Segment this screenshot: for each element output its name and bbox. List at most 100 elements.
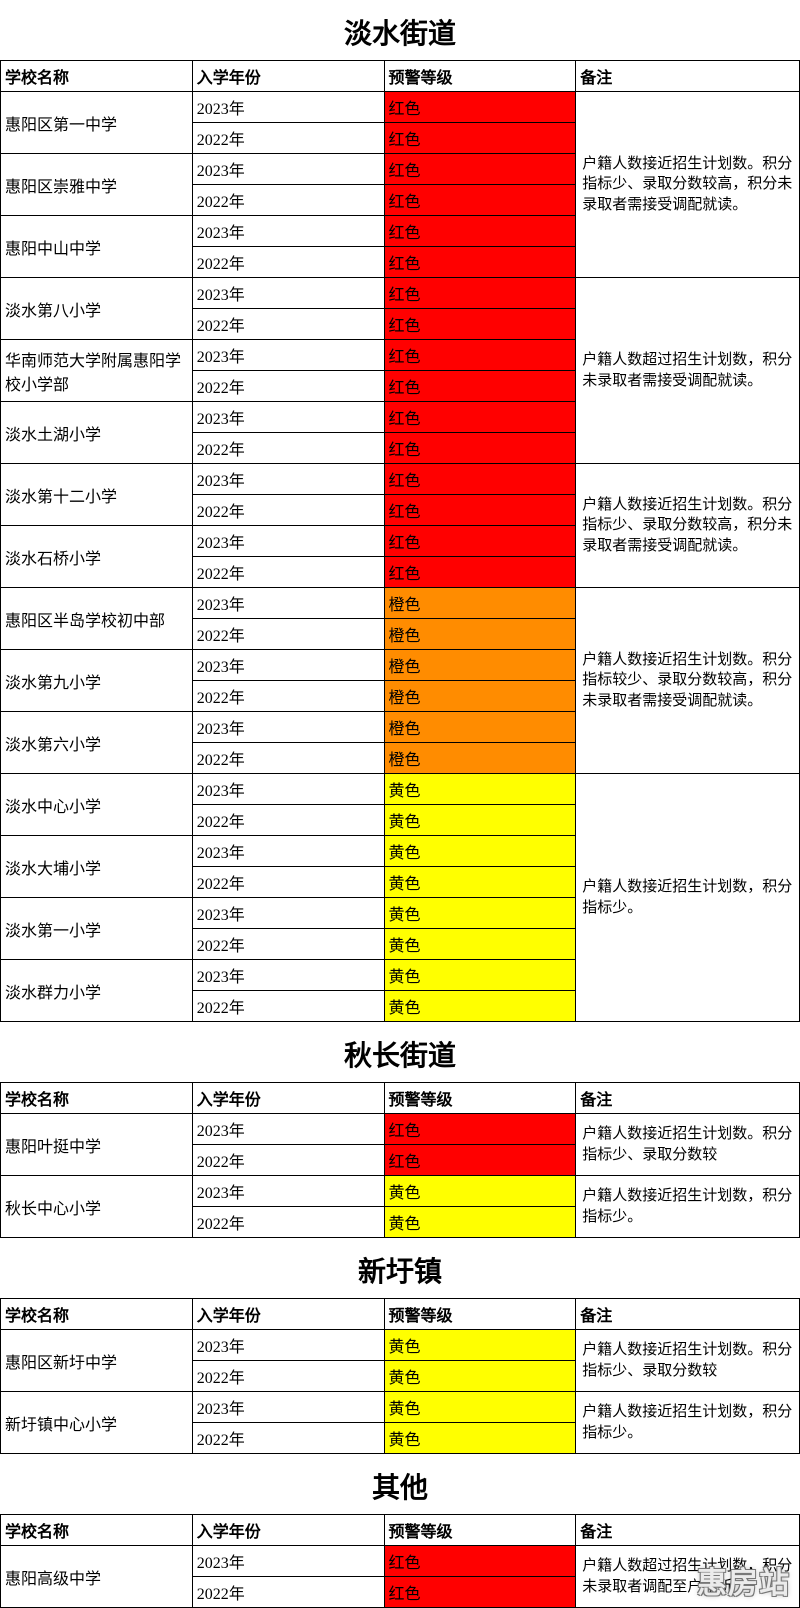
- cell-level: 黄色: [384, 1392, 576, 1423]
- cell-year: 2022年: [192, 681, 384, 712]
- cell-year: 2023年: [192, 1330, 384, 1361]
- cell-note: 户籍人数超过招生计划数，积分未录取者需接受调配就读。: [576, 278, 800, 464]
- cell-level: 红色: [384, 154, 576, 185]
- cell-school: 华南师范大学附属惠阳学校小学部: [1, 340, 193, 402]
- cell-year: 2022年: [192, 619, 384, 650]
- cell-level: 红色: [384, 1577, 576, 1608]
- cell-school: 惠阳高级中学: [1, 1546, 193, 1608]
- cell-year: 2022年: [192, 371, 384, 402]
- section-title: 新圩镇: [0, 1238, 800, 1298]
- cell-year: 2022年: [192, 743, 384, 774]
- cell-school: 惠阳区崇雅中学: [1, 154, 193, 216]
- cell-level: 红色: [384, 1546, 576, 1577]
- col-level: 预警等级: [384, 61, 576, 92]
- table-row: 惠阳高级中学2023年红色户籍人数超过招生计划数，积分未录取者调配至户籍所: [1, 1546, 800, 1577]
- col-note: 备注: [576, 1299, 800, 1330]
- cell-level: 红色: [384, 340, 576, 371]
- table-row: 惠阳叶挺中学2023年红色户籍人数接近招生计划数。积分指标少、录取分数较: [1, 1114, 800, 1145]
- cell-level: 黄色: [384, 991, 576, 1022]
- cell-year: 2023年: [192, 898, 384, 929]
- cell-year: 2022年: [192, 433, 384, 464]
- col-level: 预警等级: [384, 1515, 576, 1546]
- cell-year: 2022年: [192, 247, 384, 278]
- cell-level: 黄色: [384, 960, 576, 991]
- cell-level: 黄色: [384, 1330, 576, 1361]
- data-table: 学校名称入学年份预警等级备注惠阳高级中学2023年红色户籍人数超过招生计划数，积…: [0, 1514, 800, 1608]
- cell-school: 淡水土湖小学: [1, 402, 193, 464]
- cell-school: 惠阳区第一中学: [1, 92, 193, 154]
- cell-level: 橙色: [384, 712, 576, 743]
- cell-year: 2022年: [192, 1361, 384, 1392]
- document-root: 淡水街道学校名称入学年份预警等级备注惠阳区第一中学2023年红色户籍人数接近招生…: [0, 0, 800, 1608]
- cell-level: 红色: [384, 216, 576, 247]
- cell-note: 户籍人数接近招生计划数。积分指标少、录取分数较: [576, 1330, 800, 1392]
- cell-level: 黄色: [384, 898, 576, 929]
- cell-level: 红色: [384, 185, 576, 216]
- cell-school: 淡水中心小学: [1, 774, 193, 836]
- cell-level: 红色: [384, 402, 576, 433]
- data-table: 学校名称入学年份预警等级备注惠阳叶挺中学2023年红色户籍人数接近招生计划数。积…: [0, 1082, 800, 1238]
- table-row: 淡水第十二小学2023年红色户籍人数接近招生计划数。积分指标少、录取分数较高，积…: [1, 464, 800, 495]
- cell-year: 2022年: [192, 805, 384, 836]
- cell-year: 2023年: [192, 92, 384, 123]
- header-row: 学校名称入学年份预警等级备注: [1, 1299, 800, 1330]
- cell-note: 户籍人数接近招生计划数，积分指标少。: [576, 1392, 800, 1454]
- cell-year: 2023年: [192, 154, 384, 185]
- cell-level: 橙色: [384, 588, 576, 619]
- cell-level: 黄色: [384, 774, 576, 805]
- cell-year: 2022年: [192, 991, 384, 1022]
- col-year: 入学年份: [192, 1299, 384, 1330]
- cell-school: 淡水第一小学: [1, 898, 193, 960]
- cell-note: 户籍人数接近招生计划数。积分指标少、录取分数较高，积分未录取者需接受调配就读。: [576, 92, 800, 278]
- section-title: 淡水街道: [0, 0, 800, 60]
- cell-year: 2023年: [192, 774, 384, 805]
- cell-school: 淡水石桥小学: [1, 526, 193, 588]
- cell-level: 黄色: [384, 929, 576, 960]
- cell-year: 2023年: [192, 216, 384, 247]
- cell-year: 2022年: [192, 1207, 384, 1238]
- cell-year: 2023年: [192, 712, 384, 743]
- col-note: 备注: [576, 1083, 800, 1114]
- cell-level: 红色: [384, 526, 576, 557]
- cell-school: 惠阳叶挺中学: [1, 1114, 193, 1176]
- cell-note: 户籍人数接近招生计划数。积分指标少、录取分数较: [576, 1114, 800, 1176]
- col-note: 备注: [576, 61, 800, 92]
- table-row: 淡水中心小学2023年黄色户籍人数接近招生计划数，积分指标少。: [1, 774, 800, 805]
- cell-level: 红色: [384, 123, 576, 154]
- cell-school: 淡水第九小学: [1, 650, 193, 712]
- cell-year: 2023年: [192, 464, 384, 495]
- col-level: 预警等级: [384, 1083, 576, 1114]
- cell-year: 2023年: [192, 1392, 384, 1423]
- cell-year: 2022年: [192, 1577, 384, 1608]
- cell-year: 2023年: [192, 1546, 384, 1577]
- cell-school: 惠阳中山中学: [1, 216, 193, 278]
- cell-school: 淡水第十二小学: [1, 464, 193, 526]
- cell-level: 黄色: [384, 836, 576, 867]
- cell-note: 户籍人数接近招生计划数。积分指标少、录取分数较高，积分未录取者需接受调配就读。: [576, 464, 800, 588]
- table-row: 惠阳区半岛学校初中部2023年橙色户籍人数接近招生计划数。积分指标较少、录取分数…: [1, 588, 800, 619]
- header-row: 学校名称入学年份预警等级备注: [1, 61, 800, 92]
- table-row: 惠阳区新圩中学2023年黄色户籍人数接近招生计划数。积分指标少、录取分数较: [1, 1330, 800, 1361]
- cell-year: 2023年: [192, 588, 384, 619]
- cell-year: 2023年: [192, 1114, 384, 1145]
- cell-level: 红色: [384, 247, 576, 278]
- col-school: 学校名称: [1, 1515, 193, 1546]
- cell-level: 黄色: [384, 805, 576, 836]
- cell-level: 橙色: [384, 743, 576, 774]
- cell-school: 淡水大埔小学: [1, 836, 193, 898]
- cell-note: 户籍人数超过招生计划数，积分未录取者调配至户籍所: [576, 1546, 800, 1608]
- cell-level: 红色: [384, 464, 576, 495]
- col-school: 学校名称: [1, 61, 193, 92]
- cell-year: 2022年: [192, 867, 384, 898]
- cell-note: 户籍人数接近招生计划数，积分指标少。: [576, 1176, 800, 1238]
- cell-level: 黄色: [384, 867, 576, 898]
- col-year: 入学年份: [192, 1515, 384, 1546]
- cell-school: 惠阳区新圩中学: [1, 1330, 193, 1392]
- cell-year: 2023年: [192, 1176, 384, 1207]
- cell-year: 2023年: [192, 650, 384, 681]
- cell-level: 黄色: [384, 1176, 576, 1207]
- col-school: 学校名称: [1, 1299, 193, 1330]
- cell-level: 红色: [384, 495, 576, 526]
- cell-level: 红色: [384, 371, 576, 402]
- cell-level: 黄色: [384, 1423, 576, 1454]
